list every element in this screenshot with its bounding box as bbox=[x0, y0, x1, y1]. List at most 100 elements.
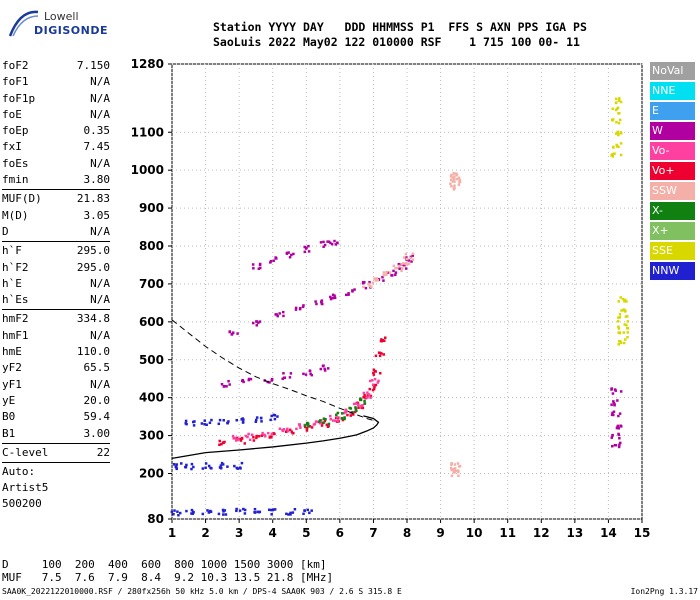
echo-point bbox=[368, 284, 372, 287]
echo-point bbox=[455, 172, 458, 175]
echo-point bbox=[303, 509, 306, 512]
echo-point bbox=[299, 426, 302, 429]
echo-point bbox=[615, 120, 618, 124]
param-row: fxI 7.45 bbox=[2, 139, 110, 155]
echo-point bbox=[221, 441, 225, 444]
echo-point bbox=[373, 369, 377, 373]
echo-point bbox=[319, 241, 323, 244]
echo-point bbox=[405, 263, 409, 266]
echo-point bbox=[293, 507, 297, 511]
echo-point bbox=[329, 297, 333, 301]
echo-point bbox=[274, 313, 277, 316]
echo-point bbox=[366, 391, 369, 394]
echo-point bbox=[618, 436, 621, 440]
echo-point bbox=[394, 266, 397, 270]
echo-point bbox=[219, 464, 223, 467]
echo-point bbox=[613, 403, 616, 407]
param-row: B1 3.00 bbox=[2, 426, 110, 442]
echo-point bbox=[619, 142, 623, 145]
param-value: 65.5 bbox=[83, 361, 111, 375]
echo-point bbox=[613, 443, 617, 447]
echo-point bbox=[335, 420, 339, 423]
echo-point bbox=[314, 420, 318, 423]
echo-point bbox=[243, 442, 247, 445]
echo-point bbox=[376, 381, 380, 384]
echo-point bbox=[457, 176, 461, 180]
echo-point bbox=[457, 469, 460, 472]
echo-point bbox=[355, 409, 358, 413]
echo-point bbox=[457, 183, 461, 186]
echo-point bbox=[617, 121, 621, 125]
echo-point bbox=[285, 251, 289, 255]
scaled-parameters-panel: foF2 7.150 foF1 N/A foF1p N/A foE N/A foEp 0.35 fx… bbox=[2, 58, 110, 512]
x-tick-label: 8 bbox=[403, 526, 411, 540]
muf-table: D 100 200 400 600 800 1000 1500 3000 [km… bbox=[2, 558, 333, 584]
echo-point bbox=[618, 118, 622, 122]
echo-point bbox=[611, 119, 614, 122]
param-name: foF1p bbox=[2, 91, 36, 105]
echo-point bbox=[255, 416, 259, 419]
param-value: 295.0 bbox=[76, 244, 110, 258]
echo-point bbox=[270, 513, 273, 516]
echo-point bbox=[331, 419, 335, 422]
echo-point bbox=[617, 300, 621, 303]
echo-point bbox=[398, 264, 401, 268]
param-value: 7.150 bbox=[76, 59, 110, 72]
echo-point bbox=[309, 372, 312, 376]
echo-point bbox=[385, 273, 388, 276]
echo-point bbox=[228, 330, 231, 334]
echo-point bbox=[362, 396, 365, 399]
echo-point bbox=[368, 280, 371, 284]
y-tick-label: 300 bbox=[139, 429, 164, 443]
param-separator bbox=[2, 309, 110, 311]
param-row: foF1 N/A bbox=[2, 74, 110, 90]
echo-point bbox=[288, 255, 292, 259]
software-version: Ion2Png 1.3.17 bbox=[630, 587, 698, 596]
echo-point bbox=[449, 466, 453, 470]
echo-point bbox=[411, 254, 414, 257]
echo-point bbox=[411, 258, 415, 261]
echo-point bbox=[285, 512, 288, 516]
echo-point bbox=[457, 474, 460, 478]
param-value: N/A bbox=[90, 91, 110, 105]
echo-point bbox=[231, 434, 235, 438]
echo-point bbox=[281, 377, 284, 381]
param-name: foE bbox=[2, 107, 22, 121]
echo-point bbox=[231, 332, 234, 336]
echo-point bbox=[351, 290, 354, 293]
echo-point bbox=[310, 373, 313, 377]
echo-point bbox=[175, 467, 178, 471]
echo-point bbox=[254, 418, 258, 422]
echo-point bbox=[190, 462, 194, 466]
echo-point bbox=[349, 414, 352, 417]
echo-point bbox=[274, 256, 277, 259]
x-tick-label: 10 bbox=[466, 526, 483, 540]
echo-point bbox=[255, 320, 258, 323]
param-separator bbox=[2, 462, 110, 464]
echo-point bbox=[258, 320, 262, 323]
echo-point bbox=[451, 176, 455, 179]
echo-point bbox=[234, 439, 238, 442]
echo-point bbox=[241, 421, 245, 424]
echo-point bbox=[232, 331, 235, 334]
file-info-text: SAA0K_2022122010000.RSF / 280fx256h 50 k… bbox=[2, 587, 402, 596]
param-row: C-level 22 bbox=[2, 445, 110, 461]
param-value: 59.4 bbox=[83, 410, 111, 424]
echo-point bbox=[405, 256, 408, 259]
param-name: yE bbox=[2, 393, 16, 407]
echo-point bbox=[614, 101, 618, 104]
echo-point bbox=[619, 131, 623, 134]
echo-point bbox=[333, 294, 336, 297]
echo-point bbox=[610, 444, 614, 448]
echo-point bbox=[225, 385, 228, 388]
digisonde-logo: Lowell DIGISONDE bbox=[6, 6, 107, 46]
echo-point bbox=[617, 339, 621, 343]
y-tick-label: 700 bbox=[139, 277, 164, 291]
param-name: B0 bbox=[2, 410, 16, 424]
echo-point bbox=[363, 399, 366, 403]
echo-point bbox=[208, 510, 212, 514]
echo-point bbox=[372, 371, 375, 375]
echo-point bbox=[333, 239, 336, 243]
echo-point bbox=[224, 513, 228, 516]
echo-point bbox=[313, 422, 317, 426]
